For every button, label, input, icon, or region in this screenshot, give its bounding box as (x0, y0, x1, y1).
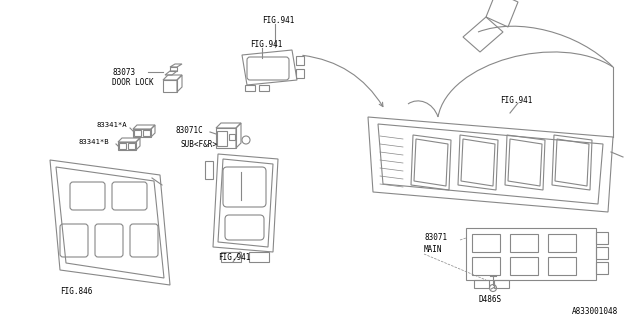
Bar (128, 143, 135, 149)
Bar (205, 161, 213, 179)
Bar (510, 257, 538, 275)
Bar (510, 234, 538, 252)
Bar (296, 69, 304, 78)
Bar (548, 234, 576, 252)
Bar (596, 262, 608, 274)
Bar (296, 56, 304, 65)
Bar (596, 247, 608, 259)
Bar (474, 280, 489, 288)
Text: FIG.941: FIG.941 (218, 253, 250, 262)
Text: 83341*B: 83341*B (78, 139, 109, 145)
Bar (472, 257, 500, 275)
Text: FIG.941: FIG.941 (250, 39, 282, 49)
Text: FIG.941: FIG.941 (500, 95, 532, 105)
Bar (259, 85, 269, 91)
Bar (229, 134, 235, 140)
Text: MAIN: MAIN (424, 245, 442, 254)
Bar (548, 257, 576, 275)
Text: 83071: 83071 (424, 234, 447, 243)
Text: D486S: D486S (478, 295, 501, 305)
Bar (494, 280, 509, 288)
Text: FIG.846: FIG.846 (60, 287, 92, 297)
Text: 83341*A: 83341*A (96, 122, 127, 128)
Bar (143, 130, 150, 136)
Bar (217, 131, 227, 146)
Text: FIG.941: FIG.941 (262, 15, 294, 25)
Bar (596, 232, 608, 244)
Text: 83071C: 83071C (175, 125, 203, 134)
Bar (245, 85, 255, 91)
Text: A833001048: A833001048 (572, 308, 618, 316)
Text: 83073: 83073 (112, 68, 135, 76)
Bar (119, 143, 126, 149)
Text: DOOR LOCK: DOOR LOCK (112, 77, 154, 86)
FancyArrowPatch shape (303, 55, 383, 107)
Bar (221, 252, 241, 262)
Text: SUB<F&R>: SUB<F&R> (180, 140, 217, 148)
Bar (472, 234, 500, 252)
Bar (134, 130, 141, 136)
Bar (249, 252, 269, 262)
